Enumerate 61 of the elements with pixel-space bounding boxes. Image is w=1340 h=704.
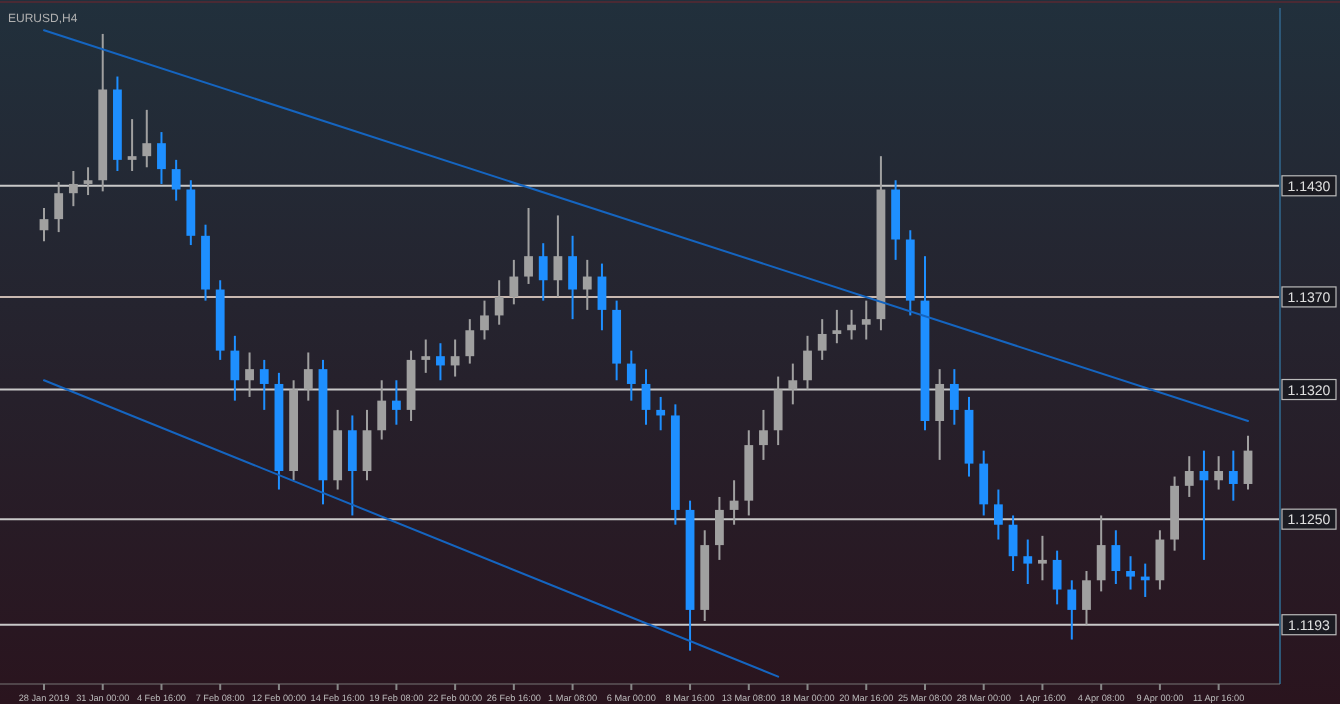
candlestick bbox=[553, 214, 563, 298]
candlestick bbox=[538, 242, 548, 302]
candlestick bbox=[480, 299, 489, 341]
candlestick bbox=[1184, 455, 1194, 498]
candlestick bbox=[524, 207, 533, 285]
candlestick bbox=[1111, 529, 1121, 585]
candlestick bbox=[83, 166, 93, 197]
candlestick bbox=[861, 299, 871, 341]
candlestick bbox=[171, 158, 181, 202]
candlestick bbox=[847, 308, 856, 341]
candlestick bbox=[1214, 455, 1224, 491]
candlestick bbox=[979, 449, 989, 517]
candlestick bbox=[1126, 555, 1135, 591]
candlestick bbox=[347, 414, 357, 517]
candlestick bbox=[715, 495, 724, 561]
candlestick bbox=[1228, 449, 1238, 502]
candlestick bbox=[127, 118, 137, 172]
candlestick bbox=[1243, 434, 1253, 491]
candlestick bbox=[245, 351, 254, 398]
candlestick bbox=[788, 362, 798, 406]
candlestick bbox=[1082, 570, 1091, 626]
candlestick bbox=[465, 318, 475, 365]
candlestick bbox=[641, 368, 651, 426]
candlestick bbox=[803, 334, 812, 391]
candlestick bbox=[39, 207, 49, 243]
candlestick bbox=[421, 338, 431, 374]
candlestick bbox=[656, 395, 666, 432]
candlestick bbox=[1038, 534, 1047, 582]
candlestick bbox=[817, 318, 827, 361]
candlestick bbox=[597, 262, 607, 332]
candlestick bbox=[729, 479, 739, 526]
candlestick bbox=[582, 258, 592, 311]
candlestick bbox=[935, 368, 945, 461]
candlestick bbox=[54, 181, 64, 234]
candlestick bbox=[568, 234, 577, 321]
candlestick bbox=[436, 342, 445, 382]
candlestick bbox=[626, 349, 636, 402]
candlestick bbox=[494, 279, 504, 326]
candlestick bbox=[142, 108, 152, 169]
candlestick bbox=[949, 368, 959, 426]
candlestick bbox=[832, 308, 842, 345]
candlestick bbox=[230, 334, 240, 402]
candlestick bbox=[377, 379, 387, 441]
candlestick bbox=[1096, 514, 1106, 593]
candlestick bbox=[259, 358, 269, 411]
candlestick bbox=[1023, 538, 1033, 585]
candlestick bbox=[391, 379, 401, 426]
candlestick bbox=[186, 179, 196, 247]
candlestick bbox=[68, 169, 78, 208]
candlestick bbox=[303, 351, 313, 402]
candlestick bbox=[1052, 549, 1062, 606]
candlestick bbox=[759, 408, 768, 461]
candlestick bbox=[509, 258, 519, 306]
candlestick bbox=[773, 375, 783, 447]
candlestick bbox=[1067, 579, 1077, 641]
candlestick bbox=[362, 408, 372, 482]
candlestick bbox=[993, 488, 1003, 541]
candlestick bbox=[157, 131, 166, 185]
candlestick bbox=[1155, 529, 1165, 591]
candlestick bbox=[1008, 514, 1018, 573]
candlestick bbox=[450, 338, 460, 378]
